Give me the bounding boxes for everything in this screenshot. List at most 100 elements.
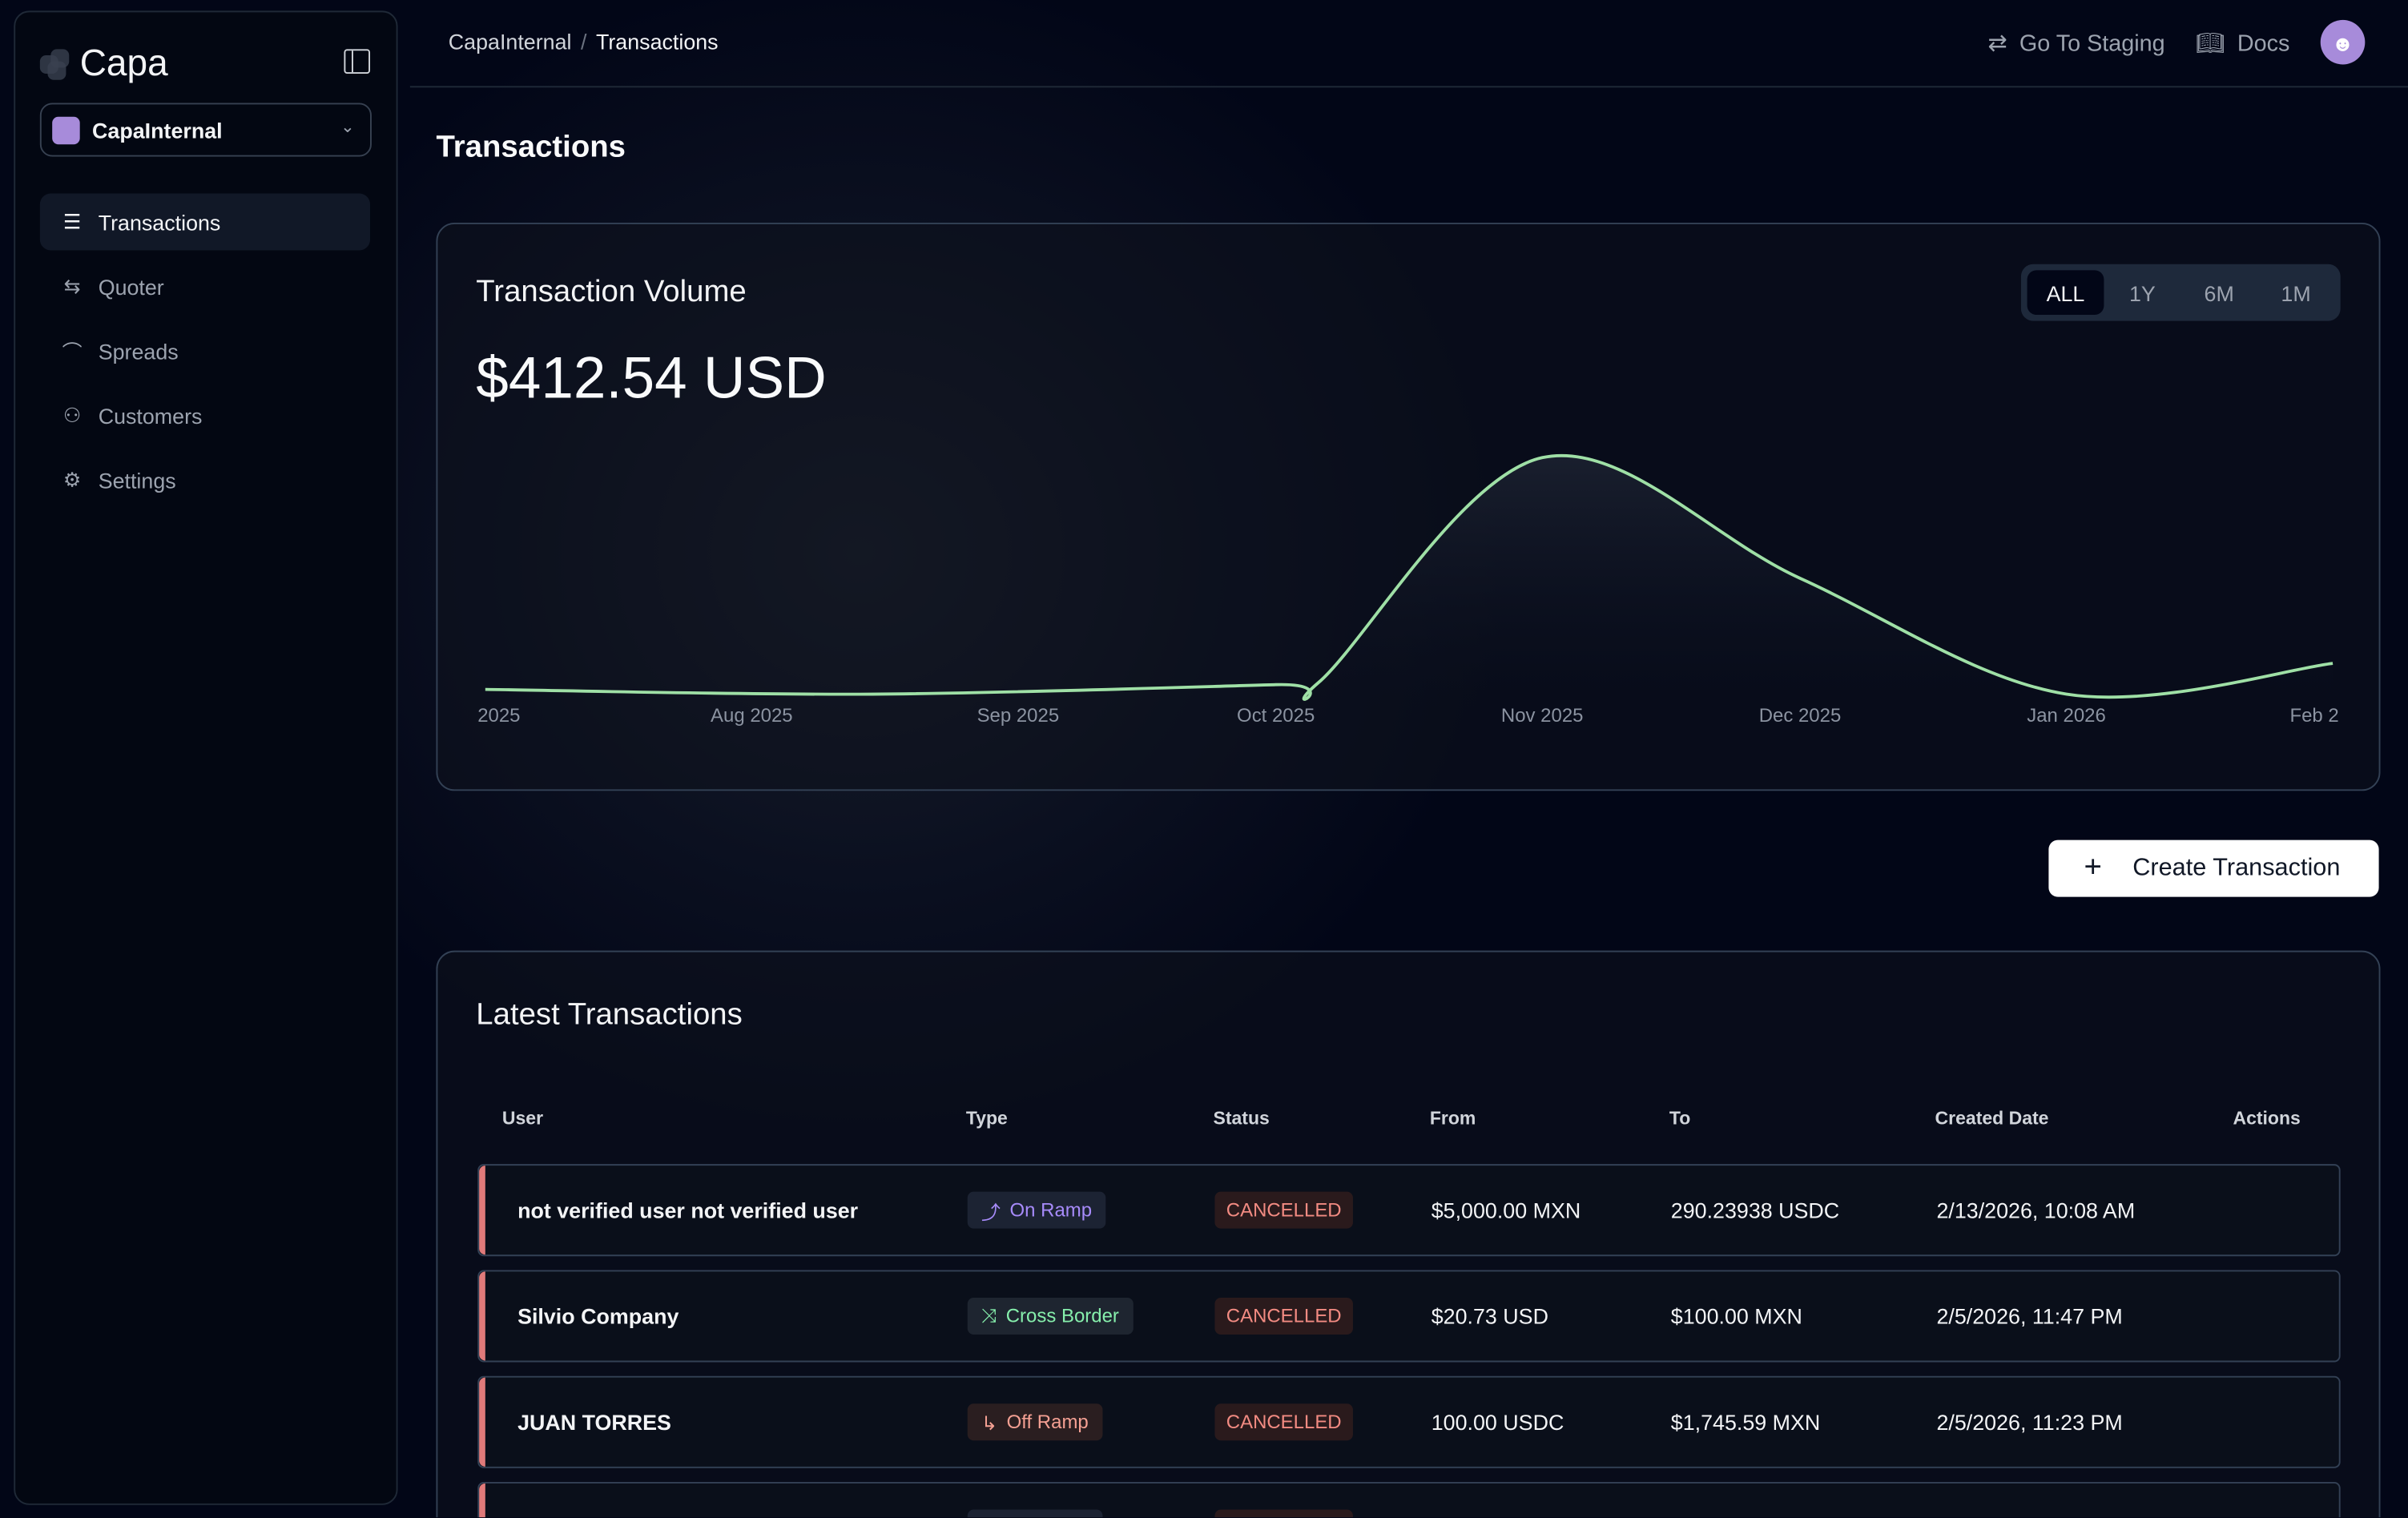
- type-icon: ⤴: [981, 1202, 1001, 1223]
- arrows-swap-icon: ⇄: [1987, 30, 2007, 56]
- range-6m[interactable]: 6M: [2204, 280, 2234, 305]
- sidebar-item-label: Spreads: [98, 338, 179, 364]
- sidebar-nav: ☰ Transactions ⇆ Quoter ⌒ Spreads ⚇ Customers ⚙ S…: [39, 193, 371, 517]
- breadcrumb: CapaInternal / Transactions: [449, 29, 719, 54]
- status-badge: CANCELLED: [1214, 1191, 1353, 1229]
- user-cell: JUAN TORRES: [517, 1409, 671, 1435]
- exchange-icon: ⇆: [63, 274, 81, 297]
- user-avatar[interactable]: ☻︎: [2320, 19, 2366, 65]
- sidebar-item-label: Transactions: [98, 209, 221, 235]
- range-1m[interactable]: 1M: [2281, 280, 2311, 305]
- sidebar-item-label: Quoter: [98, 274, 164, 299]
- breadcrumb-current: Transactions: [595, 29, 719, 54]
- x-tick-label: Oct 2025: [1237, 705, 1315, 727]
- from-cell: $20.73 USD: [1431, 1303, 1548, 1329]
- create-transaction-button[interactable]: + Create Transaction: [2048, 840, 2379, 897]
- docs-label: Docs: [2237, 30, 2290, 56]
- range-1y[interactable]: 1Y: [2128, 280, 2156, 305]
- status-badge: CANCELLED: [1214, 1403, 1353, 1441]
- x-tick-label: 2025: [477, 705, 520, 727]
- sidebar-item-label: Settings: [98, 467, 176, 493]
- org-name: CapaInternal: [92, 117, 223, 143]
- volume-area: [485, 455, 2334, 710]
- status-badge: CANCELLED: [1214, 1297, 1353, 1335]
- range-selector: ALL 1Y 6M 1M: [2020, 264, 2341, 321]
- x-tick-label: Aug 2025: [711, 705, 793, 727]
- column-header-actions: Actions: [2233, 1107, 2301, 1129]
- breadcrumb-org[interactable]: CapaInternal: [448, 29, 572, 54]
- table-row[interactable]: JUAN TORRES ↳ Off Ramp CANCELLED 100.00 U…: [477, 1375, 2341, 1468]
- brand-name: Capa: [79, 42, 168, 85]
- transaction-volume-card: 2025 Aug 2025 Sep 2025 Oct 2025 Nov 2025 Dec …: [436, 222, 2381, 791]
- x-tick-label: Nov 2025: [1501, 705, 1584, 727]
- go-to-staging-label: Go To Staging: [2019, 30, 2165, 56]
- created-date-cell: 2/5/2026, 11:47 PM: [1936, 1303, 2123, 1329]
- type-label: Cross Border: [1005, 1305, 1119, 1327]
- list-icon: ☰: [62, 209, 82, 233]
- type-badge: ↳ Off Ramp: [967, 1403, 1102, 1441]
- latest-transactions-title: Latest Transactions: [476, 998, 743, 1033]
- go-to-staging-link[interactable]: ⇄ Go To Staging: [1987, 28, 2164, 56]
- type-badge: ⤴ On Ramp: [967, 1191, 1106, 1229]
- org-avatar: [52, 115, 80, 144]
- status-badge: [1214, 1509, 1353, 1518]
- x-tick-label: Jan 2026: [2027, 705, 2106, 727]
- user-icon: ☻︎: [2331, 30, 2354, 55]
- to-cell: $1,745.59 MXN: [1670, 1409, 1821, 1435]
- book-icon: 📖︎: [2196, 30, 2225, 56]
- column-header-from: From: [1429, 1107, 1476, 1129]
- topbar: CapaInternal / Transactions ⇄ Go To Staging…: [409, 0, 2408, 88]
- column-header-user: User: [501, 1107, 544, 1129]
- user-cell: Silvio Company: [517, 1303, 679, 1329]
- range-all[interactable]: ALL: [2027, 270, 2104, 316]
- to-cell: $100.00 MXN: [1670, 1303, 1802, 1329]
- sidebar-item-label: Customers: [98, 403, 203, 428]
- docs-link[interactable]: 📖︎ Docs: [2196, 28, 2289, 56]
- table-row[interactable]: not verified user not verified user ⤴ On …: [477, 1164, 2341, 1257]
- created-date-cell: 2/5/2026, 11:23 PM: [1936, 1409, 2123, 1435]
- volume-chart: 2025 Aug 2025 Sep 2025 Oct 2025 Nov 2025 Dec …: [477, 454, 2339, 727]
- volume-title: Transaction Volume: [476, 275, 747, 309]
- type-label: Off Ramp: [1006, 1411, 1089, 1433]
- column-header-type: Type: [965, 1107, 1008, 1129]
- column-header-status: Status: [1213, 1107, 1270, 1129]
- user-cell: not verified user not verified user: [517, 1198, 859, 1223]
- type-icon: ⤨: [981, 1304, 997, 1327]
- user-plus-icon: ⚇: [62, 403, 82, 426]
- sidebar-item-quoter[interactable]: ⇆ Quoter: [40, 258, 370, 315]
- capa-logo-icon: [39, 49, 70, 80]
- created-date-cell: 2/13/2026, 10:08 AM: [1936, 1198, 2136, 1223]
- sidebar-item-transactions[interactable]: ☰ Transactions: [39, 193, 371, 251]
- plus-icon: +: [2084, 851, 2102, 885]
- top-links: ⇄ Go To Staging 📖︎ Docs ☻︎: [1987, 19, 2366, 65]
- column-header-to: To: [1669, 1107, 1691, 1129]
- gear-icon: ⚙: [62, 467, 82, 491]
- page-title: Transactions: [436, 130, 626, 165]
- type-label: On Ramp: [1009, 1199, 1093, 1222]
- column-header-created-date: Created Date: [1935, 1107, 2049, 1129]
- to-cell: 290.23938 USDC: [1670, 1198, 1840, 1223]
- create-transaction-label: Create Transaction: [2132, 854, 2341, 881]
- latest-transactions-card: Latest Transactions User Type Status From To…: [436, 950, 2381, 1518]
- table-row[interactable]: [477, 1482, 2341, 1518]
- brand: Capa: [39, 42, 168, 87]
- type-badge: ⤨ Cross Border: [967, 1297, 1134, 1335]
- x-tick-label: Sep 2025: [977, 705, 1060, 727]
- chart-line-icon: ⌒: [62, 340, 83, 364]
- sidebar-item-settings[interactable]: ⚙ Settings: [40, 452, 370, 509]
- sidebar: Capa CapaInternal ⌄ ☰ Transactions ⇆ Quoter…: [14, 10, 398, 1505]
- type-badge: [967, 1509, 1103, 1518]
- sidebar-item-spreads[interactable]: ⌒ Spreads: [40, 323, 370, 380]
- x-tick-label: Dec 2025: [1759, 705, 1842, 727]
- breadcrumb-separator: /: [580, 29, 587, 54]
- sidebar-toggle-icon[interactable]: [344, 49, 371, 74]
- type-icon: ↳: [981, 1411, 998, 1434]
- from-cell: 100.00 USDC: [1431, 1409, 1564, 1435]
- from-cell: $5,000.00 MXN: [1431, 1198, 1581, 1223]
- sidebar-item-customers[interactable]: ⚇ Customers: [40, 387, 370, 444]
- org-switcher[interactable]: CapaInternal ⌄: [39, 103, 372, 157]
- chevron-down-icon: ⌄: [340, 118, 355, 137]
- x-tick-label: Feb 2: [2289, 705, 2338, 727]
- table-row[interactable]: Silvio Company ⤨ Cross Border CANCELLED $…: [477, 1270, 2341, 1363]
